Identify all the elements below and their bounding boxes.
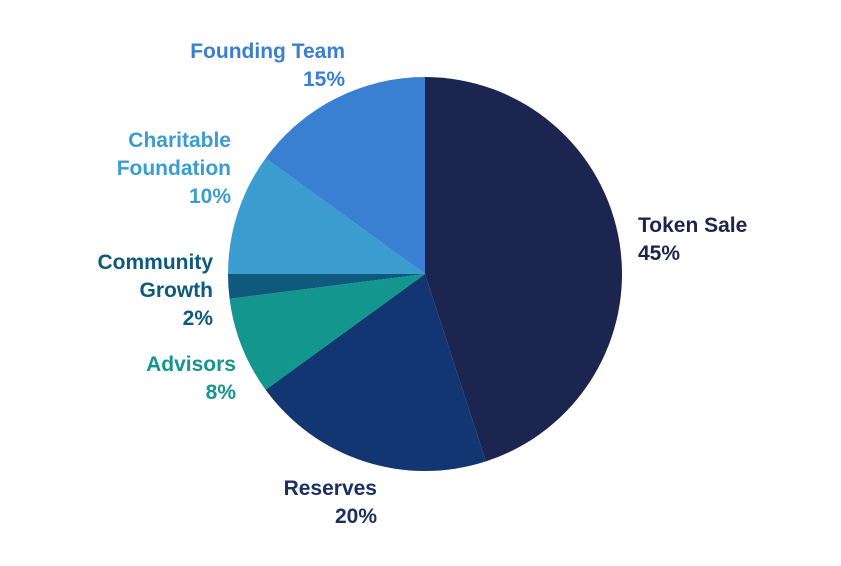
slices-layer <box>227 76 623 472</box>
slice-label-token-sale: Token Sale 45% <box>638 214 747 265</box>
pie-slice-token-sale <box>425 76 623 462</box>
slice-value-label: 2% <box>183 307 214 330</box>
pie-slice-community-growth <box>227 274 425 299</box>
pie-slice-founding-team <box>265 77 425 274</box>
slice-value-label: 20% <box>335 505 377 528</box>
pie-slice-advisors <box>229 274 425 390</box>
labels-layer: Token Sale 45% Reserves 20% Advisors 8% Commun… <box>98 40 748 528</box>
slice-value-label: 8% <box>206 381 237 404</box>
slice-label-advisors: Advisors 8% <box>146 353 236 404</box>
slice-name-label: Founding Team <box>190 40 345 63</box>
slice-name-label: Charitable <box>128 129 231 152</box>
slice-name-label: Community <box>98 251 214 274</box>
slice-value-label: 15% <box>303 68 345 91</box>
slice-value-label: 45% <box>638 242 680 265</box>
slice-name-label: Reserves <box>284 477 377 500</box>
pie-slice-charitable-foundation <box>228 158 425 274</box>
pie-slice-reserves <box>265 274 486 472</box>
slice-label-reserves: Reserves 20% <box>284 477 378 528</box>
slice-name-label: Token Sale <box>638 214 747 237</box>
slice-name-label: Growth <box>140 279 214 302</box>
slice-label-charitable-foundation: Charitable Foundation 10% <box>117 129 232 208</box>
slice-label-founding-team: Founding Team 15% <box>190 40 345 91</box>
slice-name-label: Foundation <box>117 157 231 180</box>
slice-value-label: 10% <box>189 185 231 208</box>
slice-name-label: Advisors <box>146 353 236 376</box>
slice-label-community-growth: Community Growth 2% <box>98 251 214 330</box>
